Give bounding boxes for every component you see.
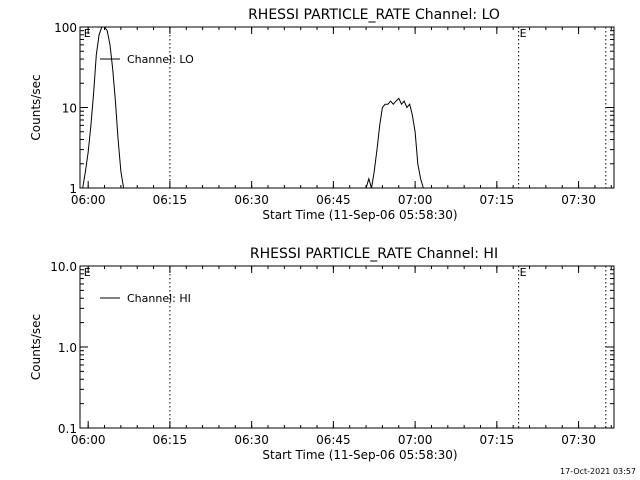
panel-1-title: RHESSI PARTICLE_RATE Channel: LO — [248, 7, 500, 23]
panel-2-annotation: E — [84, 266, 91, 279]
panel-2-title: RHESSI PARTICLE_RATE Channel: HI — [250, 246, 498, 262]
panel-1-y-axis-label: Counts/sec — [29, 74, 43, 140]
panel-2-x-tick-label: 06:00 — [71, 433, 106, 447]
panel-2-legend-label: Channel: HI — [127, 292, 191, 305]
panel-1-x-axis-label: Start Time (11-Sep-06 05:58:30) — [262, 208, 457, 222]
panel-2-x-tick-label: 06:30 — [234, 433, 269, 447]
panel-1-x-tick-label: 06:30 — [234, 193, 269, 207]
panel-2-y-tick-label: 1.0 — [58, 341, 77, 355]
panel-1-annotation: E — [84, 27, 91, 40]
footer-timestamp: 17-Oct-2021 03:57 — [560, 467, 636, 476]
panel-2-x-tick-label: 07:00 — [398, 433, 433, 447]
panel-1-x-tick-label: 06:45 — [316, 193, 351, 207]
panel-1-x-tick-label: 07:00 — [398, 193, 433, 207]
panel-1-y-tick-label: 10 — [62, 102, 77, 116]
panel-1-plot-frame — [79, 26, 615, 189]
panel-1-x-tick-label: 06:15 — [153, 193, 188, 207]
panel-1-x-tick-label: 07:15 — [480, 193, 515, 207]
panel-2-y-tick-label: 10.0 — [50, 260, 77, 274]
panel-2-y-tick-label: 0.1 — [58, 422, 77, 436]
panel-2-annotation: E — [520, 266, 527, 279]
panel-2-x-tick-label: 06:45 — [316, 433, 351, 447]
panel-2-x-tick-label: 07:30 — [561, 433, 596, 447]
panel-2-x-tick-label: 06:15 — [153, 433, 188, 447]
panel-1-y-tick-label: 1 — [69, 182, 77, 196]
panel-1-y-tick-label: 100 — [54, 21, 77, 35]
panel-1-series-line — [365, 97, 426, 189]
panel-1-series-line — [82, 26, 125, 189]
panel-1-x-tick-label: 06:00 — [71, 193, 106, 207]
panel-2-x-tick-label: 07:15 — [480, 433, 515, 447]
panel-1-legend-label: Channel: LO — [127, 53, 194, 66]
panel-2-plot-frame — [79, 265, 615, 429]
panel-2-x-axis-label: Start Time (11-Sep-06 05:58:30) — [262, 448, 457, 462]
panel-1-annotation: E — [520, 27, 527, 40]
panel-1-x-tick-label: 07:30 — [561, 193, 596, 207]
panel-2-y-axis-label: Counts/sec — [29, 314, 43, 380]
